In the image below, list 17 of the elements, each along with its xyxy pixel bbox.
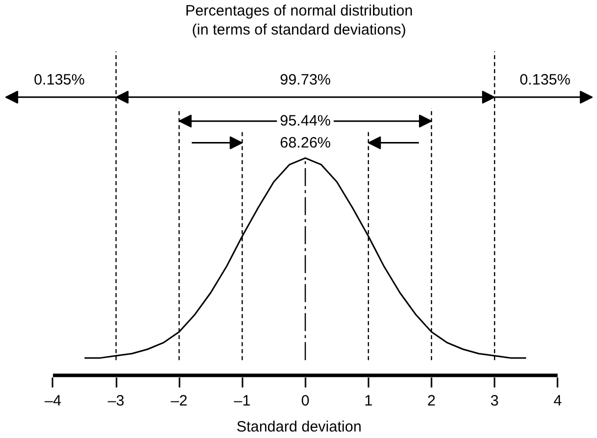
x-tick-label: 3 (490, 392, 499, 410)
x-tick-label: 2 (427, 392, 436, 410)
text: 95.44% (280, 112, 331, 130)
text: 99.73% (280, 71, 331, 88)
chart-subtitle: (in terms of standard deviations) (192, 22, 406, 38)
text: 68.26% (280, 134, 331, 152)
x-tick-label: 4 (553, 392, 562, 410)
x-tick-label: –2 (170, 392, 188, 410)
x-tick-label: –4 (44, 392, 62, 410)
x-tick-label: –1 (234, 392, 251, 410)
x-tick-label: –3 (108, 392, 124, 410)
chart-title: Percentages of normal distribution (185, 2, 413, 20)
text: 0.135% (34, 71, 85, 88)
text: 0.135% (520, 71, 570, 88)
x-tick-label: 1 (364, 392, 373, 410)
x-tick-label: 0 (301, 392, 310, 410)
x-axis-title: Standard deviation (236, 418, 362, 436)
